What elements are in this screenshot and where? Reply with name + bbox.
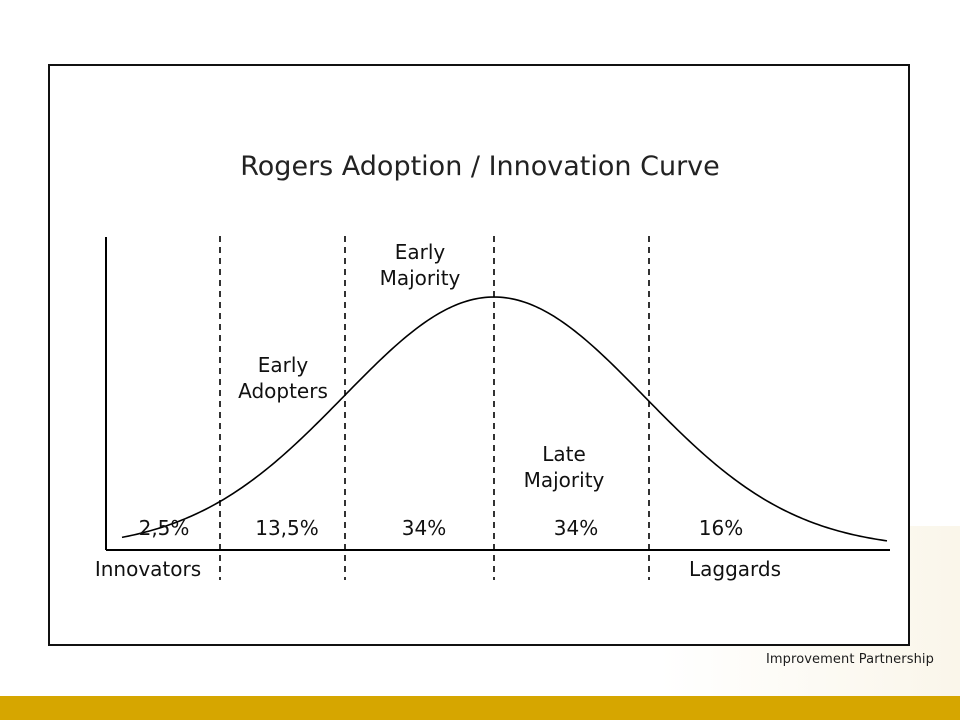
segment-percent-late-majority: 34%: [554, 516, 598, 540]
early-majority-label-line1: Early: [395, 240, 446, 264]
segment-percent-early-majority: 34%: [402, 516, 446, 540]
innovators-label: Innovators: [95, 557, 201, 581]
early-adopters-label-line1: Early: [258, 353, 309, 377]
footer-bar: [0, 696, 960, 720]
segment-percent-laggards: 16%: [699, 516, 743, 540]
late-majority-label-line2: Majority: [524, 468, 605, 492]
segment-percent-innovators: 2,5%: [139, 516, 190, 540]
segment-percent-early-adopters: 13,5%: [255, 516, 319, 540]
early-adopters-label-line2: Adopters: [238, 379, 328, 403]
laggards-label: Laggards: [689, 557, 781, 581]
brand-text: Improvement Partnership: [765, 652, 934, 667]
bell-curve: [121, 296, 888, 542]
late-majority-label-line1: Late: [542, 442, 586, 466]
early-majority-label-line2: Majority: [380, 266, 461, 290]
diagram-title: Rogers Adoption / Innovation Curve: [240, 151, 720, 182]
